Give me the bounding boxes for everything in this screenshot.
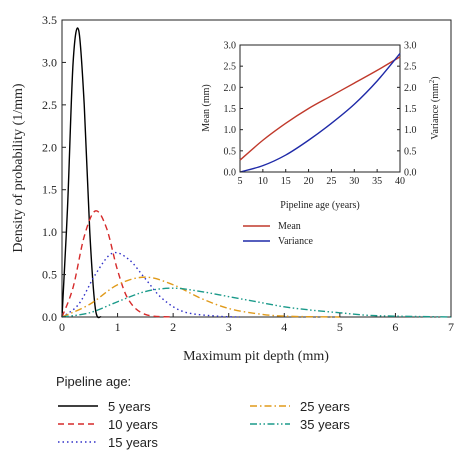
main-x-axis-label: Maximum pit depth (mm) [183,349,329,364]
main-x-tick-label: 7 [448,320,454,334]
inset-x-tick-label: 25 [326,176,336,187]
inset-legend: Mean Variance [243,221,314,247]
main-x-tick-label: 3 [226,320,232,334]
inset-y-axis-label: Mean (mm) [201,84,212,132]
main-y-tick-label: 2.0 [42,140,57,154]
inset-legend-variance-label: Variance [278,236,314,247]
inset-y2-tick-label: 0.5 [404,146,417,157]
main-x-tick-label: 4 [281,320,287,334]
inset-y-tick-label: 1.5 [224,104,237,115]
inset-y2-tick-label: 1.5 [404,104,417,115]
main-x-tick-label: 5 [337,320,343,334]
inset-y2-tick-label: 1.0 [404,125,417,136]
inset-y2-tick-label: 2.0 [404,83,417,94]
inset-x-tick-label: 10 [258,176,268,187]
inset-y2-tick-label: 3.0 [404,41,417,52]
main-y-axis-label: Density of probability (1/mm) [11,83,26,252]
main-series-line-5-years [61,27,102,319]
main-y-tick-label: 0.5 [42,268,57,282]
main-y-tick-label: 0.0 [42,310,57,324]
main-series-line-15-years [61,251,240,318]
main-series-line-10-years [61,210,174,318]
inset-series-line-variance [239,53,401,173]
inset-axes-group: 5 10 15 20 25 30 35 400.00.51.01.52.02.53.00.00… [224,41,417,188]
inset-x-tick-label: 20 [304,176,314,187]
inset-y-tick-label: 0.5 [224,146,237,157]
inset-y-tick-label: 1.0 [224,125,237,136]
main-y-tick-label: 1.5 [42,183,57,197]
main-y-tick-label: 1.0 [42,225,57,239]
inset-x-tick-label: 5 [238,176,243,187]
inset-plot-frame [239,44,401,173]
inset-x-tick-label: 15 [281,176,291,187]
inset-x-tick-label: 35 [372,176,382,187]
inset-x-tick-label: 40 [395,176,405,187]
inset-y2-label-text: Variance (mm [430,83,441,140]
inset-series-line-mean [239,56,401,161]
inset-y-tick-label: 2.5 [224,62,237,73]
main-chart: 0 1 2 3 4 5 6 7 0.0 0.5 1.0 1.5 2.0 2.5 3.0 3.5 Maximum… [11,13,454,364]
inset-y-tick-label: 0.0 [224,168,237,179]
inset-series-group [239,53,401,173]
main-y-tick-label: 3.5 [42,13,57,27]
inset-y2-axis-label: Variance (mm2) [428,76,441,139]
main-x-tick-label: 6 [392,320,398,334]
inset-y-tick-label: 3.0 [224,41,237,52]
main-plot-frame [61,19,452,318]
main-series-group [61,27,452,319]
inset-y2-label-close: ) [430,76,441,79]
main-y-tick-label: 3.0 [42,55,57,69]
inset-x-tick-label: 30 [349,176,359,187]
inset-legend-mean-label: Mean [278,221,301,232]
inset-x-axis-label: Pipeline age (years) [280,200,359,211]
main-x-tick-label: 0 [59,320,65,334]
inset-chart: 5 10 15 20 25 30 35 400.00.51.01.52.02.53.00.00… [201,41,441,248]
main-series-line-35-years [61,287,452,318]
inset-y2-tick-label: 0.0 [404,168,417,179]
main-series-line-25-years [61,276,340,318]
inset-y2-label-sup: 2 [428,79,436,83]
main-y-tick-label: 2.5 [42,98,57,112]
inset-y2-tick-label: 2.5 [404,62,417,73]
inset-y-tick-label: 2.0 [224,83,237,94]
main-x-tick-label: 2 [170,320,176,334]
main-axes-group: 0 1 2 3 4 5 6 7 0.0 0.5 1.0 1.5 2.0 2.5 3.0 3.5 [42,13,454,334]
main-x-tick-label: 1 [115,320,121,334]
